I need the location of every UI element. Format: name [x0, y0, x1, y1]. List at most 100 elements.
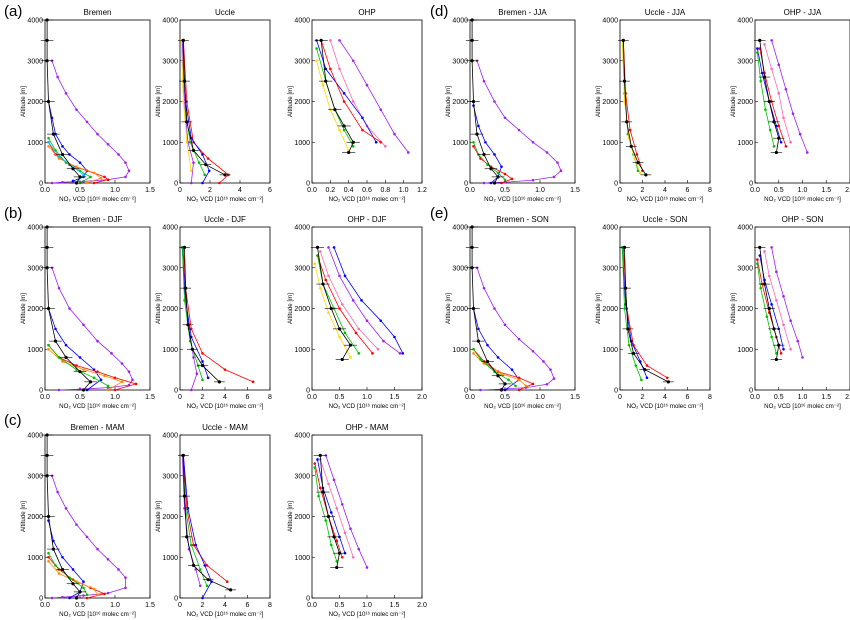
- y-axis-label: Altitude [m]: [155, 86, 162, 117]
- data-point: [357, 547, 361, 551]
- series-line: [621, 40, 641, 173]
- data-point: [552, 377, 556, 380]
- series-6: [314, 38, 360, 155]
- data-point: [779, 352, 783, 355]
- data-point: [329, 511, 333, 514]
- y-tick-label: 0: [749, 388, 753, 395]
- series-5: [465, 225, 512, 392]
- data-point: [770, 335, 773, 339]
- data-point: [772, 327, 776, 331]
- data-point: [53, 339, 58, 343]
- data-point: [393, 132, 396, 136]
- series-line: [623, 40, 647, 176]
- x-tick-label: 2: [208, 187, 212, 194]
- series-0: [324, 454, 369, 569]
- data-point: [75, 108, 78, 111]
- x-tick-label: 0: [618, 187, 622, 194]
- x-tick-label: 2.0: [417, 602, 427, 609]
- series-line: [320, 40, 354, 153]
- data-point: [113, 388, 117, 392]
- chart-c-uccle-mam: Uccle - MAM 0 1000 2000 3000 4000 0 2 4 6 8 NO₂ VCD…: [155, 423, 272, 618]
- data-point: [82, 173, 85, 177]
- x-tick-label: 0.0: [465, 394, 475, 401]
- data-point: [124, 586, 127, 590]
- data-point: [471, 99, 476, 104]
- data-point: [191, 148, 196, 152]
- data-point: [629, 144, 633, 148]
- data-point: [192, 543, 195, 547]
- y-tick-label: 0: [614, 388, 618, 395]
- data-point: [784, 87, 788, 91]
- data-point: [60, 567, 65, 572]
- data-point: [545, 151, 549, 154]
- y-tick-label: 2000: [452, 306, 468, 313]
- series-line: [48, 344, 109, 387]
- y-tick-label: 0: [39, 181, 43, 188]
- data-point: [503, 116, 507, 120]
- series-6: [310, 245, 358, 362]
- series-line: [51, 475, 126, 599]
- y-tick-label: 1000: [737, 140, 753, 147]
- data-point: [192, 161, 195, 164]
- series-line: [317, 247, 351, 360]
- series-5: [754, 245, 785, 362]
- chart-title: Uccle - SON: [643, 215, 688, 224]
- data-point: [801, 356, 804, 359]
- data-point: [357, 327, 361, 331]
- data-point: [56, 490, 59, 494]
- data-point: [106, 384, 110, 388]
- data-point: [517, 388, 521, 392]
- data-point: [182, 245, 187, 249]
- chart-a-uccle: Uccle 0 1000 2000 3000 4000 0 2 4 6 NO₂ VCD [10¹⁶ …: [155, 8, 272, 203]
- x-tick-label: 6: [686, 187, 690, 194]
- data-point: [200, 363, 205, 368]
- data-point: [625, 120, 629, 124]
- y-tick-label: 2000: [162, 306, 178, 313]
- data-point: [482, 181, 486, 185]
- plot-frame: [44, 226, 151, 391]
- data-point: [361, 116, 364, 120]
- x-tick-label: 2: [201, 394, 205, 401]
- series-line: [317, 255, 360, 354]
- series-line: [476, 60, 562, 184]
- data-point: [186, 507, 190, 510]
- data-point: [103, 374, 106, 378]
- chart-title: Bremen - DJF: [73, 215, 123, 224]
- x-tick-label: 1.0: [798, 187, 808, 194]
- x-axis-label: NO₂ VCD [10¹⁶ molec cm⁻²]: [764, 196, 841, 203]
- data-point: [317, 494, 320, 498]
- x-axis-label: NO₂ VCD [10¹⁶ molec cm⁻²]: [329, 403, 406, 410]
- data-point: [46, 514, 51, 519]
- data-point: [106, 591, 110, 595]
- x-tick-label: 1.5: [570, 394, 580, 401]
- data-point: [351, 100, 355, 103]
- y-tick-label: 1000: [602, 347, 618, 354]
- panel-tag-a: (a): [4, 3, 23, 20]
- data-point: [332, 535, 336, 539]
- series-1: [318, 458, 355, 559]
- series-5: [315, 59, 350, 152]
- data-point: [229, 588, 233, 592]
- series-line: [328, 247, 401, 354]
- data-point: [623, 100, 626, 103]
- chart-a-bremen: Bremen 0 1000 2000 3000 4000 0.0 0.5 1.0 1.5 NO₂ V…: [20, 8, 155, 203]
- data-point: [482, 152, 486, 157]
- data-point: [782, 347, 785, 351]
- data-point: [531, 349, 535, 353]
- data-point: [517, 378, 521, 382]
- data-point: [201, 360, 204, 363]
- chart-d-ohp-jja: OHP - JJA 0 1000 2000 3000 4000 0.0 0.5 1.0 1.5 2.…: [730, 8, 850, 203]
- x-tick-label: 0.0: [465, 187, 475, 194]
- data-point: [324, 67, 328, 71]
- x-tick-label: 4: [223, 394, 227, 401]
- x-tick-label: 8: [268, 394, 272, 401]
- data-point: [337, 551, 342, 555]
- data-point: [120, 380, 124, 384]
- data-point: [326, 514, 331, 519]
- data-point: [484, 140, 487, 144]
- data-point: [74, 181, 79, 185]
- data-point: [500, 165, 503, 168]
- chart-title: Uccle: [215, 8, 236, 17]
- data-point: [393, 335, 396, 339]
- data-point: [765, 315, 769, 318]
